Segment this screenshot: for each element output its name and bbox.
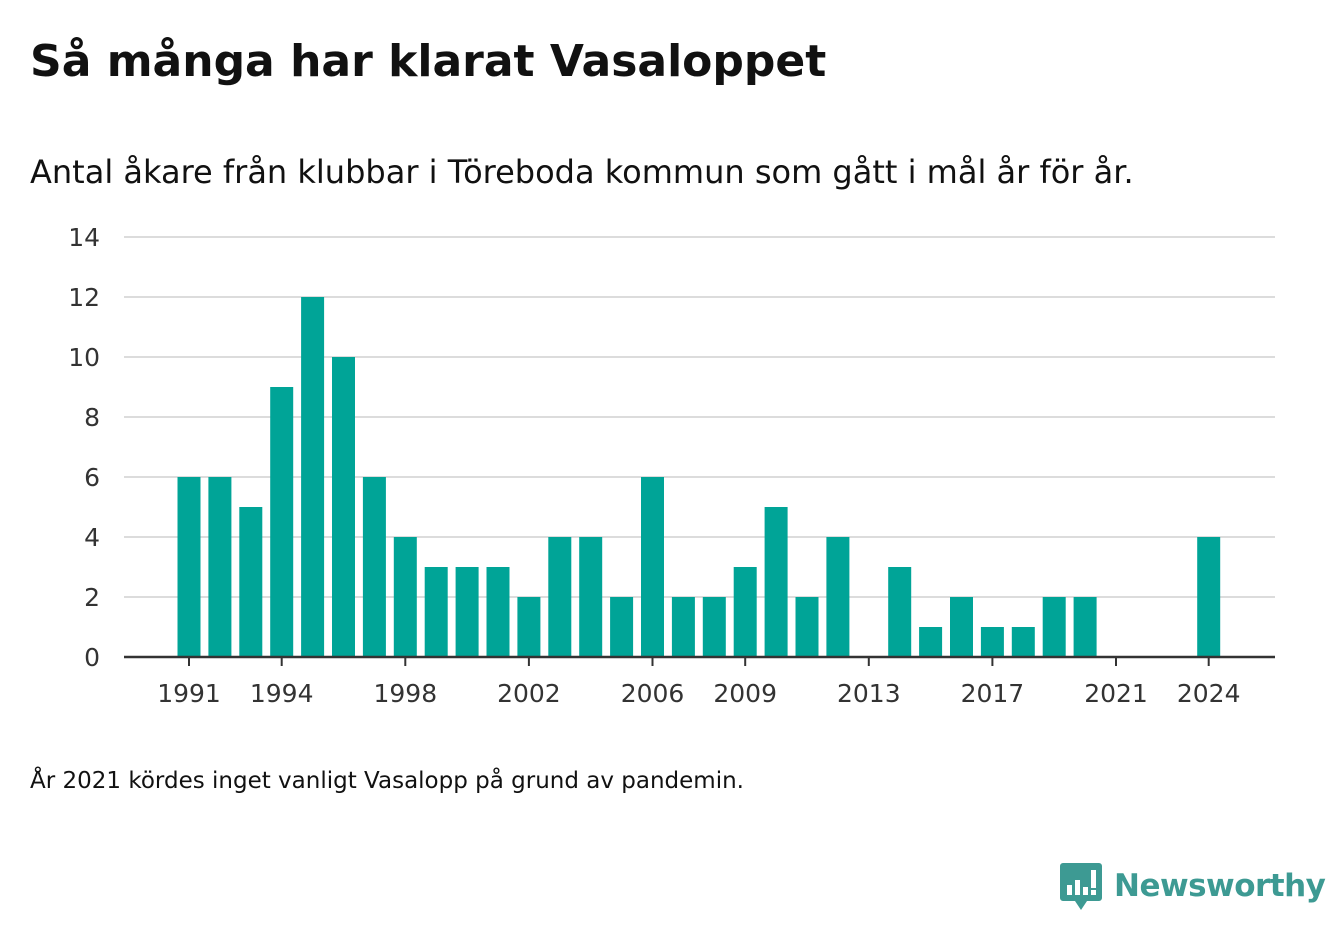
brand-name: Newsworthy xyxy=(1114,868,1326,904)
bar-2011 xyxy=(795,597,819,657)
bar-2017 xyxy=(980,627,1004,657)
y-tick-label: 2 xyxy=(84,583,100,612)
bar-1991 xyxy=(177,477,201,657)
bar-2020 xyxy=(1073,597,1097,657)
y-tick-label: 4 xyxy=(84,523,100,552)
bar-2005 xyxy=(610,597,634,657)
bar-2008 xyxy=(702,597,726,657)
x-tick-label: 2006 xyxy=(621,679,685,708)
bar-1995 xyxy=(301,297,325,657)
bar-chart: 0 2 4 6 8 10 12 14 1991 1994 1998 2002 2006 2009 2013… xyxy=(68,223,1275,708)
bar-2009 xyxy=(733,567,757,657)
x-tick-label: 1998 xyxy=(373,679,437,708)
x-tick-label: 2017 xyxy=(961,679,1025,708)
y-tick-label: 14 xyxy=(68,223,100,252)
x-tick-label: 1991 xyxy=(157,679,221,708)
bar-1993 xyxy=(239,507,263,657)
x-tick-label: 2009 xyxy=(713,679,777,708)
x-tick-label: 2013 xyxy=(837,679,901,708)
x-tick-label: 2002 xyxy=(497,679,561,708)
bar-chart-speech-bubble-icon xyxy=(1060,863,1102,910)
footnote: År 2021 kördes inget vanligt Vasalopp på… xyxy=(30,768,744,794)
bar-2000 xyxy=(455,567,479,657)
bar-2018 xyxy=(1011,627,1035,657)
bar-2024 xyxy=(1197,537,1221,657)
bar-1997 xyxy=(362,477,386,657)
y-tick-label: 8 xyxy=(84,403,100,432)
bar-2012 xyxy=(826,537,850,657)
y-tick-label: 10 xyxy=(68,343,100,372)
bars xyxy=(177,297,1221,657)
bar-1992 xyxy=(208,477,232,657)
bar-2016 xyxy=(950,597,973,657)
grid-lines xyxy=(124,236,1275,598)
bar-2001 xyxy=(486,567,510,657)
bar-2004 xyxy=(579,537,603,657)
y-tick-label: 0 xyxy=(84,643,100,672)
chart-subtitle: Antal åkare från klubbar i Töreboda komm… xyxy=(30,153,1134,191)
bar-2014 xyxy=(888,567,912,657)
y-tick-label: 12 xyxy=(68,283,100,312)
y-tick-label: 6 xyxy=(84,463,100,492)
brand-logo-link[interactable]: Newsworthy xyxy=(1060,860,1326,912)
x-tick-label: 2024 xyxy=(1177,679,1241,708)
y-axis-ticks: 0 2 4 6 8 10 12 14 xyxy=(68,223,100,672)
x-tick-label: 2021 xyxy=(1084,679,1148,708)
bar-1994 xyxy=(270,387,294,657)
x-axis-ticks: 1991 1994 1998 2002 2006 2009 2013 2017 2021 2024 xyxy=(157,657,1241,708)
chart-title: Så många har klarat Vasaloppet xyxy=(30,36,827,87)
bar-1999 xyxy=(424,567,448,657)
bar-2002 xyxy=(517,597,541,657)
bar-2010 xyxy=(764,507,788,657)
bar-1996 xyxy=(332,357,355,657)
bar-2007 xyxy=(671,597,695,657)
bar-2003 xyxy=(548,537,572,657)
bar-2019 xyxy=(1042,597,1066,657)
x-tick-label: 1994 xyxy=(250,679,314,708)
bar-2015 xyxy=(919,627,943,657)
bar-2006 xyxy=(641,477,664,657)
bar-1998 xyxy=(393,537,417,657)
